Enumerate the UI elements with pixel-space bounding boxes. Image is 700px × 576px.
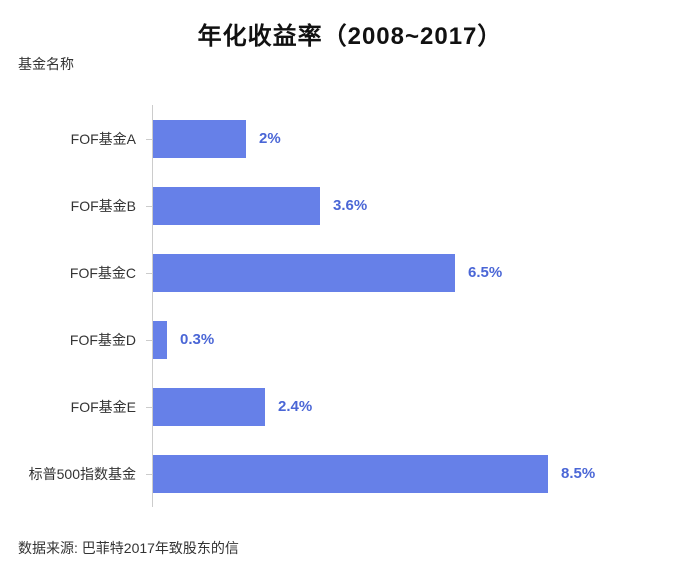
category-label: FOF基金E — [70, 398, 136, 415]
bar — [153, 454, 548, 493]
axis-tick — [146, 272, 153, 274]
category-label: FOF基金A — [70, 130, 136, 147]
chart-row: FOF基金C 6.5% — [0, 239, 700, 306]
chart-row: 标普500指数基金 8.5% — [0, 440, 700, 507]
value-label: 8.5% — [561, 465, 596, 482]
chart-title: 年化收益率（2008~2017） — [197, 23, 503, 50]
bar — [153, 119, 246, 158]
bar — [153, 253, 455, 292]
y-axis-title: 基金名称 — [18, 56, 74, 72]
category-label: FOF基金B — [70, 197, 136, 214]
value-label: 2% — [259, 130, 281, 147]
value-label: 0.3% — [180, 331, 215, 348]
value-label: 2.4% — [278, 398, 313, 415]
chart-row: FOF基金A 2% — [0, 105, 700, 172]
bar — [153, 186, 320, 225]
axis-tick — [146, 205, 153, 207]
bar — [153, 387, 265, 426]
value-label: 6.5% — [468, 264, 503, 281]
axis-tick — [146, 339, 153, 341]
category-label: 标普500指数基金 — [28, 465, 136, 482]
bar — [153, 320, 167, 359]
chart-rows: FOF基金A 2% FOF基金B 3.6% FOF基金C 6.5% FOF基金D… — [0, 105, 700, 507]
y-axis-line — [152, 105, 153, 507]
source-note: 数据来源: 巴菲特2017年致股东的信 — [18, 540, 239, 556]
chart-row: FOF基金E 2.4% — [0, 373, 700, 440]
bar-chart: FOF基金A 2% FOF基金B 3.6% FOF基金C 6.5% FOF基金D… — [0, 105, 700, 507]
axis-tick — [146, 473, 153, 475]
category-label: FOF基金C — [69, 264, 136, 281]
chart-row: FOF基金B 3.6% — [0, 172, 700, 239]
value-label: 3.6% — [333, 197, 368, 214]
axis-tick — [146, 138, 153, 140]
category-label: FOF基金D — [69, 331, 136, 348]
axis-tick — [146, 406, 153, 408]
chart-row: FOF基金D 0.3% — [0, 306, 700, 373]
